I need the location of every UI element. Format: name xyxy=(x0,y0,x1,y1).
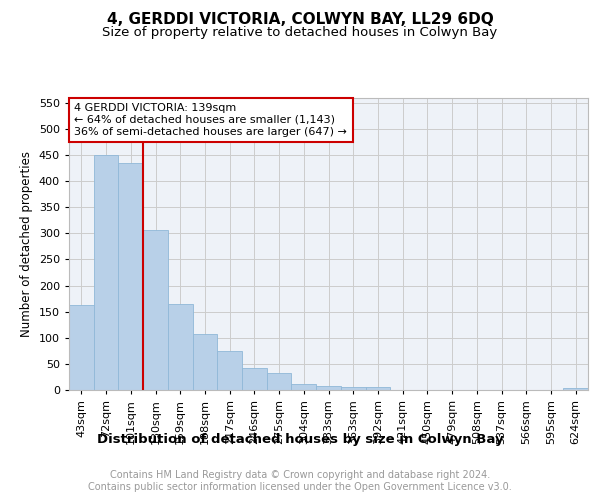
Text: Distribution of detached houses by size in Colwyn Bay: Distribution of detached houses by size … xyxy=(97,432,503,446)
Text: Size of property relative to detached houses in Colwyn Bay: Size of property relative to detached ho… xyxy=(103,26,497,39)
Bar xyxy=(316,386,341,390)
Bar xyxy=(193,334,217,390)
Bar xyxy=(563,388,588,390)
Bar xyxy=(69,306,94,390)
Bar xyxy=(143,230,168,390)
Bar xyxy=(341,387,365,390)
Bar xyxy=(292,384,316,390)
Bar xyxy=(168,304,193,390)
Bar xyxy=(365,388,390,390)
Bar xyxy=(217,352,242,390)
Text: 4, GERDDI VICTORIA, COLWYN BAY, LL29 6DQ: 4, GERDDI VICTORIA, COLWYN BAY, LL29 6DQ xyxy=(107,12,493,28)
Bar xyxy=(267,373,292,390)
Text: 4 GERDDI VICTORIA: 139sqm
← 64% of detached houses are smaller (1,143)
36% of se: 4 GERDDI VICTORIA: 139sqm ← 64% of detac… xyxy=(74,104,347,136)
Bar xyxy=(242,368,267,390)
Bar xyxy=(94,156,118,390)
Text: Contains HM Land Registry data © Crown copyright and database right 2024.
Contai: Contains HM Land Registry data © Crown c… xyxy=(88,470,512,492)
Bar xyxy=(118,163,143,390)
Y-axis label: Number of detached properties: Number of detached properties xyxy=(20,151,33,337)
